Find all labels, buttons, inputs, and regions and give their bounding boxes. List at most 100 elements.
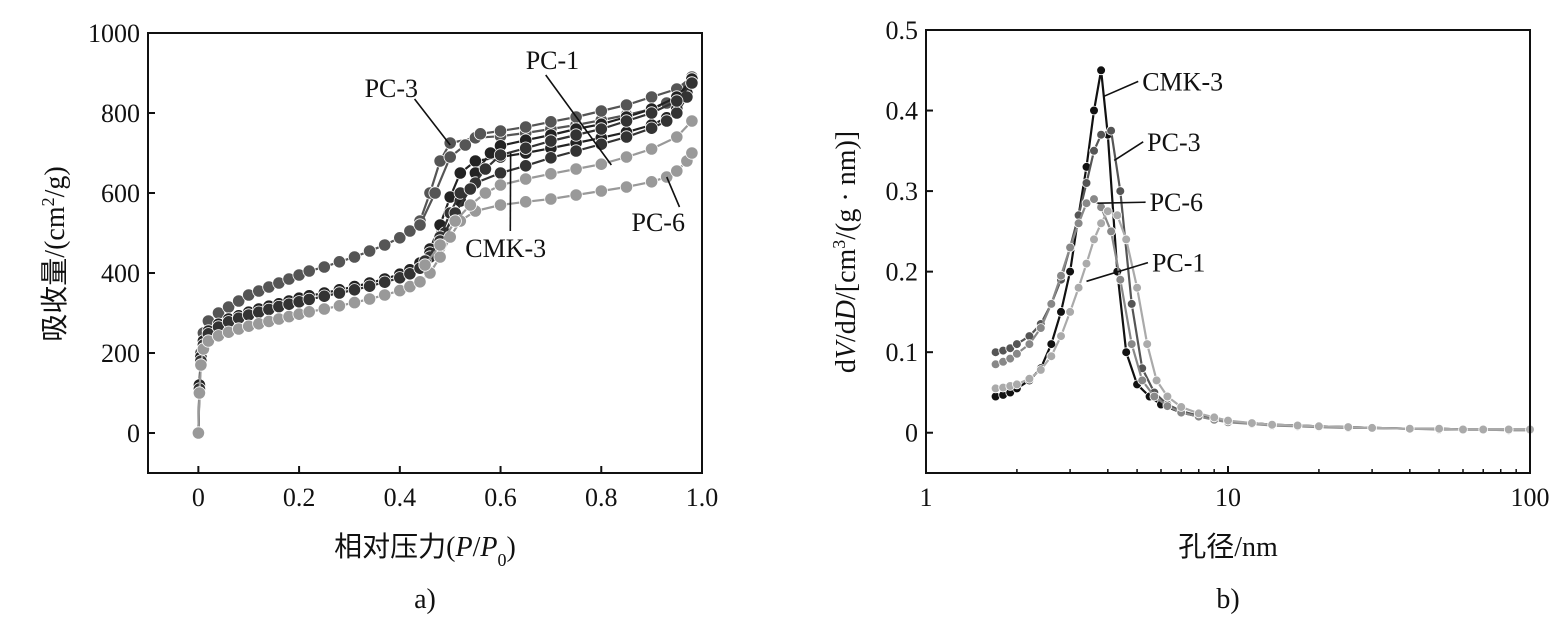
annotation-label-cmk-3: CMK-3	[465, 234, 546, 263]
data-point-pc-6	[660, 170, 674, 184]
chart-b-plot-frame	[925, 29, 1531, 474]
annotation-label-pc-1: PC-1	[1152, 249, 1205, 278]
data-point-pc-6	[1024, 339, 1035, 349]
data-point-cmk-3	[660, 114, 674, 128]
data-point-pc-6	[685, 146, 699, 160]
data-point-pc-3	[1081, 178, 1092, 188]
data-point-pc-3	[362, 244, 377, 258]
data-point-cmk-3	[685, 76, 699, 90]
data-point-pc-6	[569, 162, 583, 176]
annotation-label-pc-3: PC-3	[365, 74, 418, 103]
data-point-pc-1	[1458, 424, 1468, 435]
data-point-pc-6	[1162, 401, 1173, 411]
chart-a-x-tick-label: 0	[192, 483, 205, 512]
data-point-pc-3	[493, 124, 508, 138]
annotation-leader-pc-1	[545, 74, 612, 166]
data-point-pc-1	[1176, 402, 1186, 412]
data-point-pc-1	[1478, 424, 1488, 435]
data-point-pc-1	[1314, 421, 1324, 432]
data-point-cmk-3	[493, 148, 508, 162]
data-point-cmk-3	[1046, 339, 1057, 349]
data-point-pc-6	[1106, 226, 1116, 237]
data-point-pc-1	[1065, 307, 1075, 317]
series-pc-6-desorption	[418, 114, 699, 272]
data-point-cmk-3	[362, 279, 377, 293]
data-point-cmk-3	[1089, 105, 1099, 116]
data-point-cmk-3	[493, 166, 508, 180]
data-point-pc-6	[644, 175, 659, 189]
data-point-pc-1	[1073, 282, 1084, 293]
data-point-pc-3	[443, 150, 457, 164]
data-point-pc-6	[544, 167, 558, 181]
data-point-cmk-3	[594, 122, 608, 136]
annotation-leader-pc-6	[1097, 201, 1146, 204]
data-point-pc-6	[332, 299, 346, 313]
chart-b-y-tick-label: 0.3	[886, 177, 919, 206]
data-point-cmk-3	[403, 267, 417, 281]
data-point-pc-1	[1089, 234, 1099, 245]
series-line-cmk-3	[995, 70, 1530, 431]
chart-b: 0 0.1 0.2 0.3 0.4 0.5 1 10 100 CMK-3 PC-3 PC-6 PC-…	[829, 16, 1550, 615]
chart-b-x-axis-label: 孔径/nm	[1178, 531, 1278, 563]
data-point-pc-1	[1024, 373, 1035, 384]
series-line-pc-6	[995, 197, 1530, 432]
data-point-pc-1	[1209, 412, 1219, 423]
data-point-pc-6	[1115, 274, 1126, 285]
annotation-leader-pc-3	[413, 98, 451, 146]
chart-b-y-tick-label: 0	[905, 419, 918, 448]
data-point-cmk-3	[619, 114, 634, 128]
data-point-pc-1	[1046, 351, 1057, 362]
data-point-pc-6	[644, 142, 659, 156]
data-point-pc-6	[619, 150, 634, 164]
data-point-cmk-3	[619, 130, 634, 144]
data-point-cmk-3	[317, 289, 331, 303]
data-point-pc-1	[1267, 419, 1277, 430]
data-point-cmk-3	[1056, 307, 1066, 317]
data-point-pc-3	[1012, 339, 1022, 349]
data-point-pc-3	[302, 264, 316, 278]
data-point-pc-6	[463, 198, 477, 212]
data-point-pc-1	[1151, 375, 1162, 386]
chart-b-y-tick-label: 0.2	[886, 258, 919, 287]
data-point-pc-3	[378, 238, 392, 252]
chart-b-panel-label: b)	[1216, 584, 1239, 615]
data-point-pc-6	[519, 195, 533, 209]
data-point-pc-3	[619, 98, 634, 112]
data-point-pc-1	[1132, 282, 1142, 293]
series-line-pc-1	[995, 209, 1530, 431]
data-point-pc-6	[670, 130, 684, 144]
chart-a-marks	[191, 70, 699, 440]
data-point-pc-1	[453, 166, 467, 180]
chart-b-x-ticks: 1 10 100	[920, 466, 1550, 512]
chart-b-y-tick-label: 0.4	[886, 97, 919, 126]
annotation-label-pc-1: PC-1	[526, 46, 579, 75]
data-point-pc-6	[302, 305, 316, 319]
chart-b-x-tick-label: 1	[920, 483, 933, 512]
data-point-pc-1	[1056, 331, 1066, 341]
data-point-pc-1	[1103, 206, 1113, 217]
data-point-pc-6	[685, 114, 699, 128]
data-point-pc-1	[1247, 418, 1257, 428]
annotation-label-cmk-3: CMK-3	[1142, 67, 1223, 96]
data-point-pc-1	[1142, 339, 1152, 349]
data-point-pc-6	[418, 258, 432, 272]
data-point-pc-1	[1405, 423, 1415, 434]
data-point-pc-1	[468, 154, 482, 168]
data-point-pc-6	[413, 275, 427, 289]
data-point-cmk-3	[302, 292, 316, 306]
data-point-pc-3	[347, 250, 362, 264]
data-point-pc-1	[1503, 424, 1514, 435]
data-point-pc-6	[1073, 218, 1084, 229]
data-point-pc-6	[569, 188, 583, 202]
data-point-pc-6	[191, 426, 205, 440]
data-point-pc-6	[594, 184, 608, 198]
data-point-pc-6	[1005, 353, 1015, 364]
data-point-pc-6	[1012, 348, 1022, 359]
data-point-pc-6	[478, 186, 492, 200]
annotation-leader-pc-3	[1113, 141, 1144, 162]
data-point-cmk-3	[463, 182, 477, 196]
data-point-pc-6	[544, 192, 558, 206]
chart-a-y-tick-label: 200	[101, 339, 140, 368]
data-point-pc-6	[1089, 194, 1099, 204]
